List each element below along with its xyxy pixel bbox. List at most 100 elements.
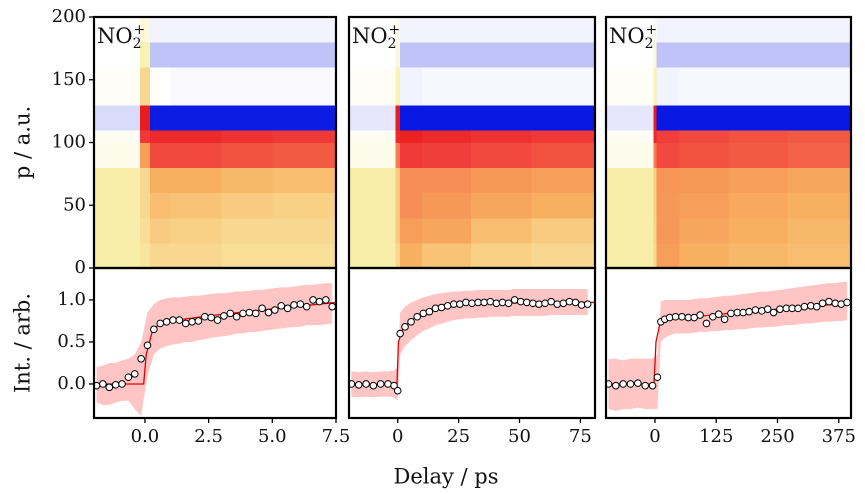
heatmap-cell [400, 130, 422, 143]
heatmap-cell [787, 218, 851, 244]
data-point [752, 307, 759, 314]
heatmap-cell [400, 17, 422, 43]
data-point [511, 297, 518, 304]
heatmap-cell [532, 130, 596, 143]
data-point [323, 297, 330, 304]
data-point [408, 318, 415, 325]
data-point [844, 299, 851, 306]
data-point [505, 300, 512, 307]
x-tick-label: 7.5 [322, 426, 351, 447]
heatmap-cell [656, 243, 680, 269]
heatmap-cell [656, 130, 680, 143]
x-tick-label: 25 [447, 426, 470, 447]
heatmap-cell [221, 243, 272, 269]
heatmap-cell [729, 105, 788, 131]
data-point [530, 300, 537, 307]
heatmap-cell [787, 243, 851, 269]
heatmap-cell [654, 218, 657, 244]
heatmap-cell [606, 143, 654, 169]
heatmap-cell [349, 143, 396, 169]
heatmap-cell [221, 168, 272, 194]
data-point [377, 381, 384, 388]
heatmap-cell [94, 67, 140, 105]
annotation-base: NO [352, 24, 388, 48]
data-point [355, 382, 362, 389]
heatmap-cell [395, 243, 400, 269]
heatmap-cell [422, 67, 471, 105]
data-point [627, 381, 634, 388]
heatmap-cell [471, 105, 532, 131]
heatmap-cell [221, 67, 272, 105]
heatmap-cell [654, 67, 657, 105]
heatmap-cell [140, 218, 151, 244]
heatmap-cell [400, 105, 422, 131]
heatmap-cell [400, 218, 422, 244]
heatmap-cell [170, 67, 221, 105]
heatmap-cell [729, 130, 788, 143]
data-point [233, 313, 240, 320]
heatmap-cell [680, 130, 730, 143]
heatmap-cell [787, 193, 851, 219]
x-axis-label: Delay / ps [393, 465, 498, 489]
heatmap-cell [729, 243, 788, 269]
data-point [259, 305, 266, 312]
heatmap-cell [787, 143, 851, 169]
heatmap-cell [606, 130, 654, 143]
y-tick-label: 50 [63, 194, 86, 215]
heatmap-cell [221, 193, 272, 219]
data-point [679, 313, 686, 320]
data-point [613, 382, 620, 389]
heatmap-cell [395, 143, 400, 169]
heatmap-cell [787, 42, 851, 68]
heatmap-cell [170, 17, 221, 43]
heatmap-cell [654, 42, 657, 68]
heatmap-cell [170, 42, 221, 68]
data-point [144, 342, 151, 349]
heatmap-cell [140, 67, 151, 105]
data-point [536, 301, 543, 308]
y-tick-label: 0.0 [57, 373, 86, 394]
annotation-sup: + [134, 22, 146, 38]
heatmap-cell [532, 67, 596, 105]
data-point [265, 309, 272, 316]
heatmap-cell [400, 193, 422, 219]
heatmap-cell [400, 143, 422, 169]
data-point [635, 380, 642, 387]
heatmap-cell [94, 243, 140, 269]
heatmap-cell [787, 17, 851, 43]
heatmap-cell [272, 105, 336, 131]
data-point [642, 382, 649, 389]
data-point [310, 297, 317, 304]
heatmap-cell [400, 168, 422, 194]
y-tick-label: 200 [52, 6, 86, 27]
heatmap-cell [221, 130, 272, 143]
heatmap-cell [150, 17, 171, 43]
heatmap-cell [471, 218, 532, 244]
heatmap-cell [170, 130, 221, 143]
heatmap-cell [140, 168, 151, 194]
data-point [272, 307, 279, 314]
heatmap-cell [140, 143, 151, 169]
heatmap-cell [680, 168, 730, 194]
x-tick-label: 250 [760, 426, 794, 447]
heatmap-cell [680, 193, 730, 219]
heatmap-cell [729, 168, 788, 194]
heatmap-cell [729, 143, 788, 169]
data-point [316, 298, 323, 305]
heatmap-cell [170, 193, 221, 219]
heatmap-cell [532, 218, 596, 244]
y-tick-label: 100 [52, 132, 86, 153]
data-point [697, 312, 704, 319]
y-axis-label: p / a.u. [11, 106, 35, 179]
heatmap-cell [471, 168, 532, 194]
heatmap-cell [656, 17, 680, 43]
heatmap-cell [422, 143, 471, 169]
heatmap-cell [471, 193, 532, 219]
data-point [291, 302, 298, 309]
heatmap-cell [656, 105, 680, 131]
heatmap-cell [150, 143, 171, 169]
annotation-base: NO [97, 24, 133, 48]
data-point [426, 308, 433, 315]
heatmap-cell [606, 67, 654, 105]
heatmap-cell [140, 105, 151, 131]
